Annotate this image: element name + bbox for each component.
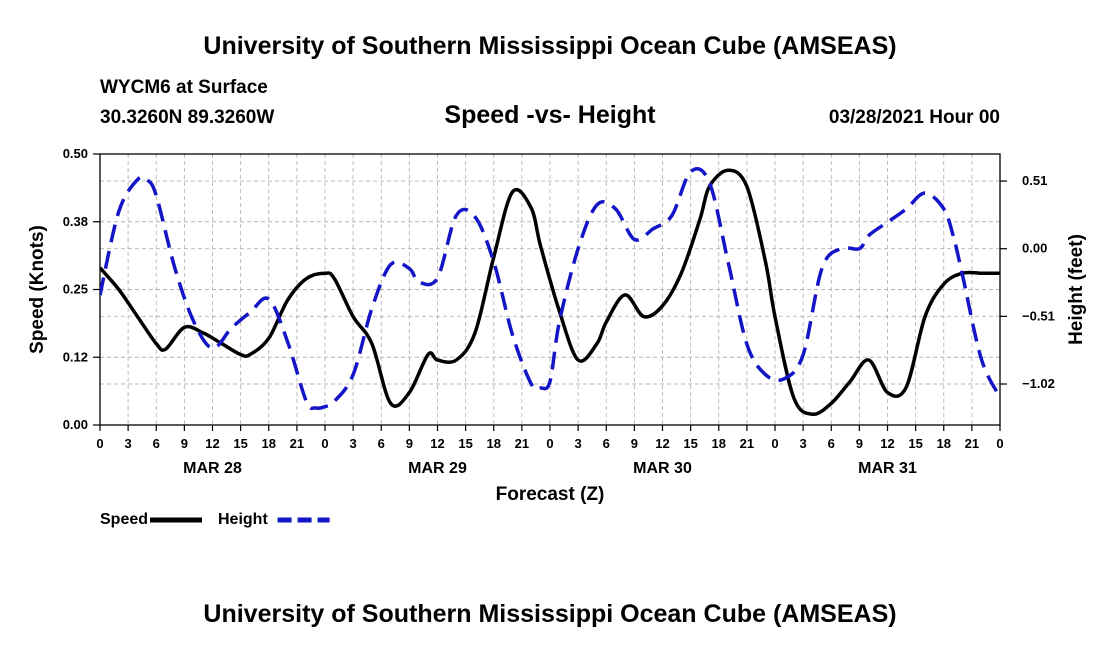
right-tick-label: 0.51 [1022,173,1047,188]
x-hour-label: 12 [880,436,894,451]
x-hour-label: 3 [800,436,807,451]
footer-title: University of Southern Mississippi Ocean… [203,600,897,628]
x-hour-label: 3 [125,436,132,451]
x-hour-label: 9 [181,436,188,451]
legend-label: Height [218,511,268,528]
labels-layer: 0.00 0.12 0.25 0.38 0.50 0.51 0.00 −0.51 −1.02 0 3… [27,146,1087,505]
axes-layer [93,153,1007,431]
x-hour-label: 15 [233,436,247,451]
x-hour-label: 0 [771,436,778,451]
x-hour-label: 9 [406,436,413,451]
x-hour-label: 12 [655,436,669,451]
chart-title: Speed -vs- Height [444,101,656,129]
left-tick-label: 0.00 [63,417,88,432]
x-hour-label: 18 [937,436,951,451]
x-hour-label: 0 [996,436,1003,451]
x-hour-label: 18 [712,436,726,451]
x-hour-label: 6 [828,436,835,451]
page-title: University of Southern Mississippi Ocean… [203,32,897,60]
x-date-label: MAR 30 [633,460,692,477]
x-hour-label: 6 [153,436,160,451]
height-series-line [100,166,1000,411]
x-hour-label: 3 [350,436,357,451]
right-tick-label: −0.51 [1022,308,1055,323]
x-hour-label: 21 [965,436,979,451]
forecast-datetime: 03/28/2021 Hour 00 [828,107,1000,128]
x-hour-label: 12 [205,436,219,451]
left-tick-label: 0.38 [63,214,88,229]
x-hour-label: 6 [603,436,610,451]
x-date-label: MAR 28 [183,460,242,477]
x-hour-label: 9 [631,436,638,451]
x-date-label: MAR 29 [408,460,467,477]
x-hour-label: 21 [515,436,529,451]
x-hour-label: 18 [262,436,276,451]
x-hour-label: 6 [378,436,385,451]
x-hour-label: 15 [458,436,472,451]
speed-height-chart: 0.00 0.12 0.25 0.38 0.50 0.51 0.00 −0.51 −1.02 0 3… [27,146,1087,528]
x-hour-label: 3 [575,436,582,451]
x-date-label: MAR 31 [858,460,917,477]
x-hour-label: 21 [290,436,304,451]
legend-label: Speed [100,511,148,528]
right-tick-label: 0.00 [1022,241,1047,256]
x-hour-label: 12 [430,436,444,451]
left-axis-title: Speed (Knots) [27,225,48,354]
left-tick-label: 0.12 [63,349,88,364]
x-hour-label: 0 [96,436,103,451]
legend-layer: Speed Height [100,511,330,528]
right-tick-label: −1.02 [1022,376,1055,391]
x-hour-label: 9 [856,436,863,451]
x-hour-label: 15 [683,436,697,451]
left-tick-label: 0.50 [63,146,88,161]
x-hour-label: 0 [321,436,328,451]
x-hour-label: 21 [740,436,754,451]
x-hour-label: 18 [487,436,501,451]
right-axis-title: Height (feet) [1066,234,1087,345]
station-coords: 30.3260N 89.3260W [100,107,275,128]
speed-series-line [100,168,1000,416]
x-hour-label: 0 [546,436,553,451]
x-axis-title: Forecast (Z) [496,484,605,505]
x-hour-label: 15 [908,436,922,451]
series-layer [100,166,1000,416]
left-tick-label: 0.25 [63,282,88,297]
station-name: WYCM6 at Surface [100,77,268,98]
